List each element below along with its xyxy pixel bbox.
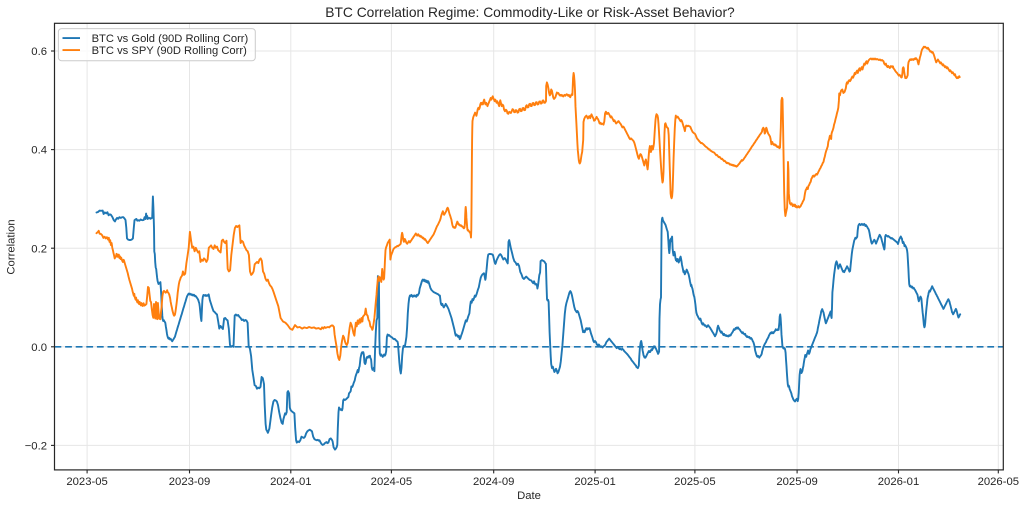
- svg-text:0.4: 0.4: [31, 145, 47, 157]
- svg-text:BTC Correlation Regime: Commod: BTC Correlation Regime: Commodity-Like o…: [325, 5, 735, 20]
- svg-text:2025-01: 2025-01: [574, 476, 615, 488]
- svg-text:BTC vs SPY (90D Rolling Corr): BTC vs SPY (90D Rolling Corr): [92, 45, 247, 57]
- svg-text:2023-05: 2023-05: [66, 476, 107, 488]
- svg-text:Date: Date: [517, 490, 541, 502]
- svg-text:2025-05: 2025-05: [674, 476, 715, 488]
- svg-text:Correlation: Correlation: [6, 219, 18, 274]
- svg-text:2026-01: 2026-01: [878, 476, 919, 488]
- svg-text:0.0: 0.0: [31, 342, 47, 354]
- svg-text:2024-05: 2024-05: [371, 476, 412, 488]
- svg-text:BTC vs Gold (90D Rolling Corr): BTC vs Gold (90D Rolling Corr): [92, 33, 249, 45]
- svg-text:2026-05: 2026-05: [978, 476, 1019, 488]
- svg-text:0.6: 0.6: [31, 46, 47, 58]
- svg-text:−0.2: −0.2: [25, 441, 47, 453]
- svg-text:2023-09: 2023-09: [169, 476, 210, 488]
- svg-text:2025-09: 2025-09: [776, 476, 817, 488]
- svg-text:0.2: 0.2: [31, 243, 47, 255]
- svg-text:2024-09: 2024-09: [473, 476, 514, 488]
- svg-text:2024-01: 2024-01: [270, 476, 311, 488]
